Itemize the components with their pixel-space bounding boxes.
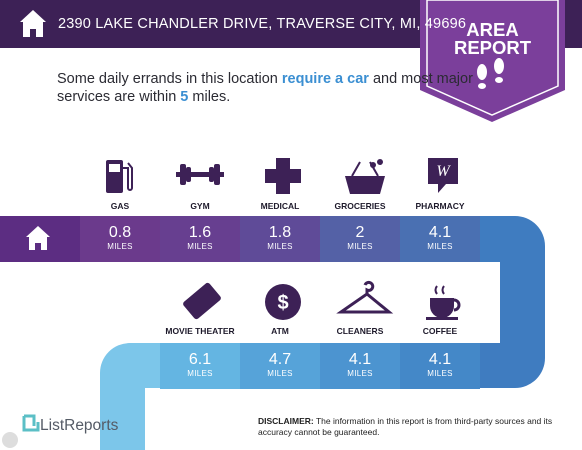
distance-cell <box>80 216 160 262</box>
badge-outline <box>426 0 559 116</box>
badge-title: AREA <box>466 19 519 40</box>
amenity-label: PHARMACY <box>415 201 465 211</box>
distance-cell <box>320 216 400 262</box>
intro-text: miles. <box>188 89 231 105</box>
distance-unit: MILES <box>267 242 293 251</box>
distance-cell <box>160 216 240 262</box>
intro: Some daily errands in this location requ… <box>57 70 477 106</box>
amenity-label: GAS <box>110 201 130 211</box>
address: 2390 LAKE CHANDLER DRIVE, TRAVERSE CITY,… <box>58 16 467 32</box>
pharmacy-logo: W <box>436 163 451 180</box>
theater-icon <box>183 282 221 320</box>
home-icon <box>20 10 46 37</box>
distance-cell <box>400 343 480 389</box>
distance: 2 MILES <box>320 224 400 251</box>
brand: ListReports <box>40 417 119 434</box>
distance-value: 4.1 <box>348 351 372 368</box>
badge <box>420 0 565 122</box>
distance: 4.7 MILES <box>240 351 320 378</box>
disclaimer: DISCLAIMER: The information in this repo… <box>258 416 568 438</box>
distance-unit: MILES <box>347 369 373 378</box>
distance-unit: MILES <box>347 242 373 251</box>
pharmacy-icon: W <box>428 158 458 193</box>
medical-icon <box>265 158 301 194</box>
groceries-icon <box>345 159 385 194</box>
brand-logo <box>22 414 40 432</box>
distance-value: 1.6 <box>188 224 212 241</box>
amenity-label: MOVIE THEATER <box>165 326 235 336</box>
coffee-icon <box>426 285 461 320</box>
amenity-label: CLEANERS <box>336 326 384 336</box>
distance-cell <box>160 343 240 389</box>
distance: 6.1 MILES <box>160 351 240 378</box>
distance-value: 6.1 <box>188 351 212 368</box>
distance: 4.1 MILES <box>320 351 400 378</box>
distance-unit: MILES <box>187 369 213 378</box>
cells <box>80 216 480 389</box>
distance-unit: MILES <box>427 369 453 378</box>
gym-icon <box>176 164 224 185</box>
band-tail <box>100 343 160 450</box>
distance: 4.1 MILES <box>400 224 480 251</box>
amenity-label: GYM <box>190 201 210 211</box>
icons: W $ <box>106 158 461 320</box>
distance: 0.8 MILES <box>80 224 160 251</box>
home-icon <box>26 226 50 250</box>
badge-title: REPORT <box>453 37 532 58</box>
distance-unit: MILES <box>187 242 213 251</box>
amenity-label: COFFEE <box>422 326 458 336</box>
intro-highlight: require a car <box>281 71 369 87</box>
intro-text: and most major services are within <box>57 71 473 105</box>
distance: 4.1 MILES <box>400 351 480 378</box>
distance-unit: MILES <box>107 242 133 251</box>
distance-value: 2 <box>355 224 365 241</box>
distance-cell <box>320 343 400 389</box>
amenity-label: GROCERIES <box>334 201 386 211</box>
intro-text: Some daily errands in this location <box>57 71 282 87</box>
distance: 1.6 MILES <box>160 224 240 251</box>
distance-cell <box>240 343 320 389</box>
distance-value: 0.8 <box>108 224 132 241</box>
dollar-sign: $ <box>277 292 288 314</box>
distance-cell <box>400 216 480 262</box>
distance-value: 4.1 <box>428 351 452 368</box>
distance: 1.8 MILES <box>240 224 320 251</box>
gas-icon <box>106 160 133 193</box>
cleaners-icon <box>336 280 394 314</box>
distance-unit: MILES <box>267 369 293 378</box>
distance-value: 4.1 <box>428 224 452 241</box>
disclaimer-text: The information in this report is from t… <box>258 416 553 437</box>
footsteps-icon <box>477 58 504 89</box>
distance-unit: MILES <box>427 242 453 251</box>
amenity-label: ATM <box>271 326 289 336</box>
amenity-label: MEDICAL <box>260 201 300 211</box>
distance-value: 1.8 <box>268 224 292 241</box>
watermark <box>2 432 18 448</box>
intro-highlight: 5 <box>180 89 189 105</box>
distance-cell <box>240 216 320 262</box>
disclaimer-label: DISCLAIMER: <box>258 416 314 426</box>
distance-value: 4.7 <box>268 351 292 368</box>
band-connector <box>480 216 545 388</box>
atm-icon: $ <box>265 284 301 320</box>
